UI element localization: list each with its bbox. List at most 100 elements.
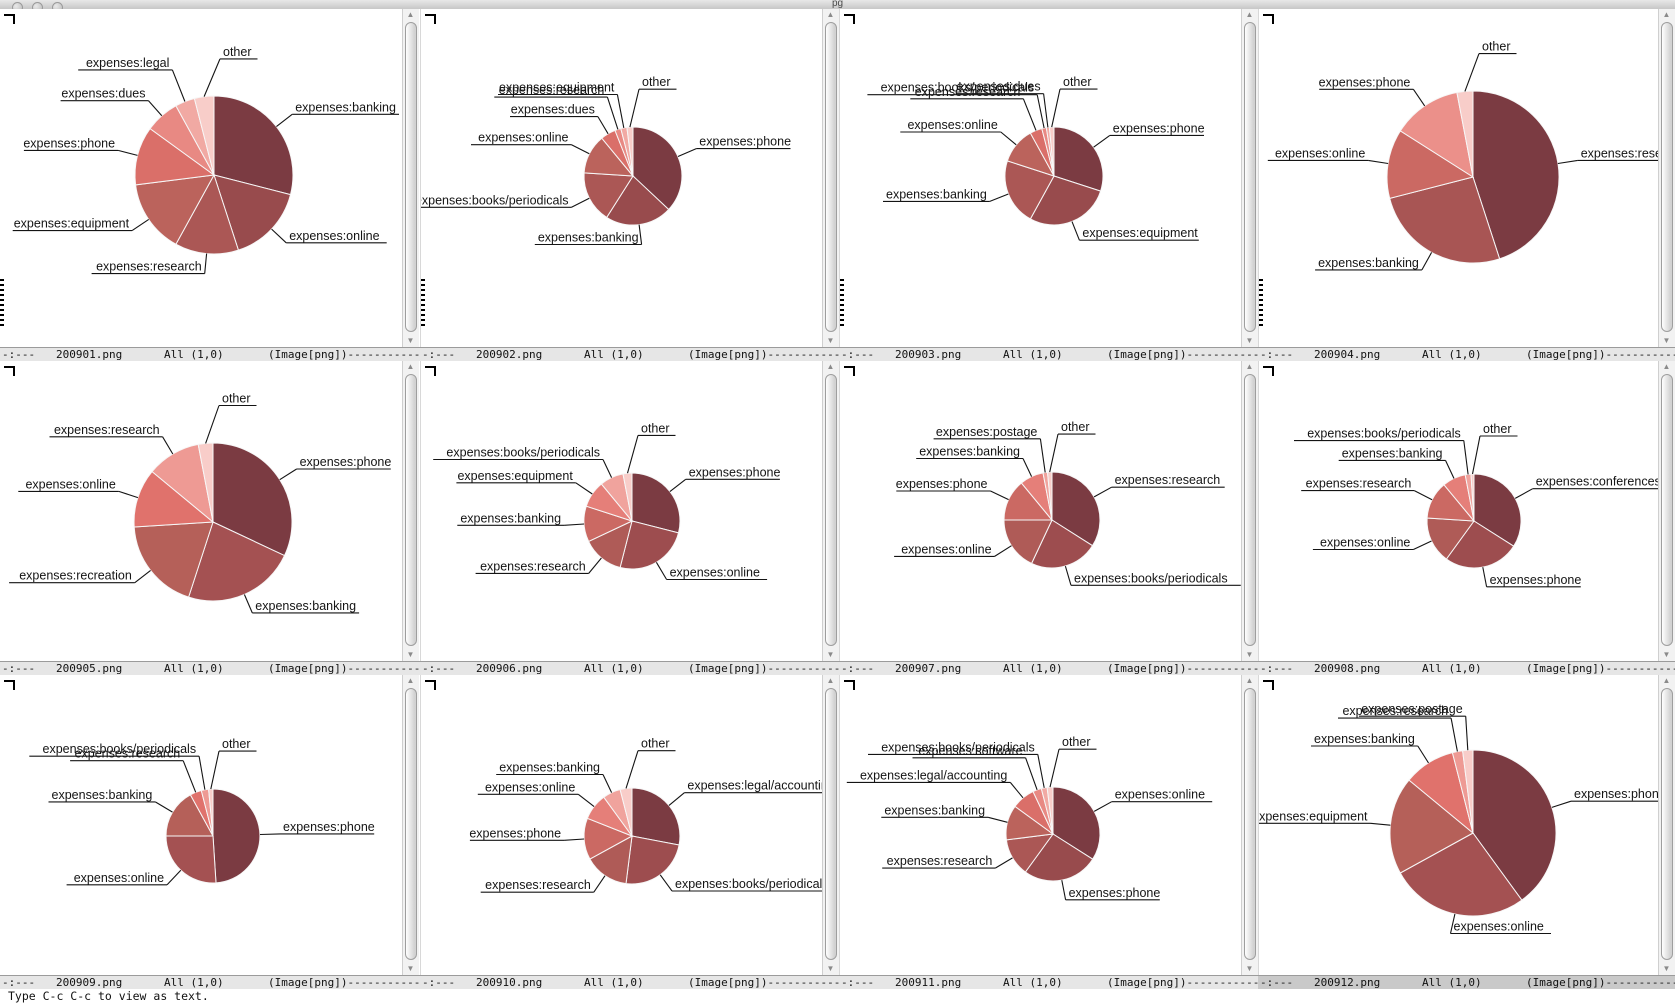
- vertical-scrollbar[interactable]: ▲ ▼: [1658, 675, 1675, 975]
- scrollbar-down-arrow-icon[interactable]: ▼: [1662, 336, 1671, 345]
- slice-label: expenses:phone: [689, 465, 781, 479]
- pie-chart-200908.png: expenses:conferences expenses:phone expens…: [1294, 422, 1665, 588]
- scrollbar-down-arrow-icon[interactable]: ▼: [1245, 336, 1254, 345]
- pane-200908.png[interactable]: expenses:conferences expenses:phone expens…: [1258, 361, 1675, 661]
- scrollbar-down-arrow-icon[interactable]: ▼: [406, 650, 415, 659]
- pane-200909.png[interactable]: expenses:phone expenses:online expenses:ba…: [0, 675, 420, 975]
- modeline-mode: (Image[png])----------------------------…: [1526, 348, 1675, 361]
- scrollbar-thumb[interactable]: [1661, 22, 1673, 332]
- slice-label: expenses:dues: [511, 103, 595, 117]
- scrollbar-thumb[interactable]: [1661, 688, 1673, 960]
- scrollbar-thumb[interactable]: [405, 22, 417, 332]
- scrollbar-up-arrow-icon[interactable]: ▲: [1662, 10, 1671, 19]
- modeline-200910.png[interactable]: -:--- 200910.png All (1,0) (Image[png])----…: [420, 975, 839, 991]
- slice-label: expenses:research: [887, 854, 993, 868]
- vertical-scrollbar[interactable]: ▲ ▼: [1241, 361, 1258, 661]
- vertical-scrollbar[interactable]: ▲ ▼: [1658, 361, 1675, 661]
- scrollbar-up-arrow-icon[interactable]: ▲: [1662, 362, 1671, 371]
- scrollbar-thumb[interactable]: [1661, 374, 1673, 646]
- modeline-prefix: -:---: [1260, 662, 1294, 675]
- scrollbar-up-arrow-icon[interactable]: ▲: [1245, 362, 1254, 371]
- scrollbar-down-arrow-icon[interactable]: ▼: [826, 336, 835, 345]
- scrollbar-down-arrow-icon[interactable]: ▼: [1245, 650, 1254, 659]
- buffer-corner-mark: [844, 366, 855, 376]
- scrollbar-down-arrow-icon[interactable]: ▼: [1245, 964, 1254, 973]
- minibuffer[interactable]: Type C-c C-c to view as text.: [0, 989, 1675, 1004]
- scrollbar-down-arrow-icon[interactable]: ▼: [1662, 964, 1671, 973]
- slice-label: expenses:banking: [52, 788, 153, 802]
- pane-200911.png[interactable]: expenses:online expenses:phone expenses:re…: [839, 675, 1259, 975]
- pane-200903.png[interactable]: expenses:phone expenses:equipment expenses…: [839, 9, 1259, 347]
- scrollbar-up-arrow-icon[interactable]: ▲: [826, 10, 835, 19]
- scrollbar-thumb[interactable]: [825, 688, 837, 960]
- scrollbar-up-arrow-icon[interactable]: ▲: [1662, 676, 1671, 685]
- modeline-position: All (1,0): [584, 348, 644, 361]
- scrollbar-thumb[interactable]: [1244, 688, 1256, 960]
- pane-200907.png[interactable]: expenses:research expenses:books/periodic…: [839, 361, 1259, 661]
- vertical-scrollbar[interactable]: ▲ ▼: [402, 361, 419, 661]
- scrollbar-down-arrow-icon[interactable]: ▼: [1662, 650, 1671, 659]
- pane-200904.png[interactable]: expenses:research expenses:banking expense…: [1258, 9, 1675, 347]
- modeline-200904.png[interactable]: -:--- 200904.png All (1,0) (Image[png])----…: [1258, 347, 1675, 363]
- modeline-mode: (Image[png])----------------------------…: [1107, 662, 1258, 675]
- modeline-mode: (Image[png])----------------------------…: [688, 348, 839, 361]
- modeline-200906.png[interactable]: -:--- 200906.png All (1,0) (Image[png])----…: [420, 661, 839, 677]
- modeline-200907.png[interactable]: -:--- 200907.png All (1,0) (Image[png])----…: [839, 661, 1258, 677]
- modeline-position: All (1,0): [584, 976, 644, 989]
- scrollbar-down-arrow-icon[interactable]: ▼: [826, 964, 835, 973]
- scrollbar-down-arrow-icon[interactable]: ▼: [826, 650, 835, 659]
- vertical-scrollbar[interactable]: ▲ ▼: [402, 675, 419, 975]
- scrollbar-up-arrow-icon[interactable]: ▲: [826, 676, 835, 685]
- scrollbar-up-arrow-icon[interactable]: ▲: [406, 10, 415, 19]
- vertical-scrollbar[interactable]: ▲ ▼: [1241, 9, 1258, 347]
- scrollbar-up-arrow-icon[interactable]: ▲: [826, 362, 835, 371]
- fringe-continuation-marks: [1259, 279, 1263, 329]
- scrollbar-down-arrow-icon[interactable]: ▼: [406, 336, 415, 345]
- modeline-200912.png[interactable]: -:--- 200912.png All (1,0) (Image[png])----…: [1258, 975, 1675, 991]
- pie-chart-200906.png: expenses:phone expenses:online expenses:re…: [433, 421, 781, 581]
- pane-200905.png[interactable]: expenses:phone expenses:banking expenses:r…: [0, 361, 420, 661]
- scrollbar-thumb[interactable]: [405, 374, 417, 646]
- scrollbar-up-arrow-icon[interactable]: ▲: [406, 362, 415, 371]
- vertical-scrollbar[interactable]: ▲ ▼: [402, 9, 419, 347]
- pane-200906.png[interactable]: expenses:phone expenses:online expenses:re…: [420, 361, 840, 661]
- pane-200910.png[interactable]: expenses:legal/accounting expenses:books/…: [420, 675, 840, 975]
- modeline-position: All (1,0): [584, 662, 644, 675]
- slice-label: expenses:legal/accounting: [860, 768, 1007, 782]
- pane-200902.png[interactable]: expenses:phone expenses:banking expenses:b…: [420, 9, 840, 347]
- pane-200901.png[interactable]: expenses:banking expenses:online expenses:…: [0, 9, 420, 347]
- scrollbar-up-arrow-icon[interactable]: ▲: [406, 676, 415, 685]
- scrollbar-up-arrow-icon[interactable]: ▲: [1245, 10, 1254, 19]
- pie-chart-200912.png: expenses:phone expenses:online expenses:eq…: [1259, 702, 1666, 935]
- pane-200912.png[interactable]: expenses:phone expenses:online expenses:eq…: [1258, 675, 1675, 975]
- slice-label: expenses:legal/accounting: [687, 779, 834, 793]
- modeline-position: All (1,0): [1422, 976, 1482, 989]
- slice-label: expenses:phone: [283, 820, 375, 834]
- scrollbar-thumb[interactable]: [405, 688, 417, 960]
- slice-label: expenses:banking: [460, 511, 561, 525]
- scrollbar-thumb[interactable]: [1244, 374, 1256, 646]
- vertical-scrollbar[interactable]: ▲ ▼: [822, 361, 839, 661]
- slice-label: expenses:recreation: [19, 569, 132, 583]
- slice-label: expenses:online: [901, 542, 991, 556]
- slice-label: expenses:banking: [1318, 256, 1419, 270]
- scrollbar-thumb[interactable]: [1244, 22, 1256, 332]
- pie-slice-expenses-banking: [1389, 176, 1501, 264]
- vertical-scrollbar[interactable]: ▲ ▼: [822, 9, 839, 347]
- modeline-200901.png[interactable]: -:--- 200901.png All (1,0) (Image[png])----…: [0, 347, 420, 363]
- buffer-corner-mark: [4, 366, 15, 376]
- scrollbar-down-arrow-icon[interactable]: ▼: [406, 964, 415, 973]
- slice-label: expenses:online: [1115, 788, 1205, 802]
- modeline-filename: 200907.png: [895, 662, 962, 675]
- scrollbar-thumb[interactable]: [825, 374, 837, 646]
- vertical-scrollbar[interactable]: ▲ ▼: [1241, 675, 1258, 975]
- scrollbar-thumb[interactable]: [825, 22, 837, 332]
- buffer-corner-mark: [1263, 366, 1274, 376]
- pie-slice-expenses-online: [1399, 832, 1523, 917]
- modeline-200902.png[interactable]: -:--- 200902.png All (1,0) (Image[png])----…: [420, 347, 839, 363]
- slice-label: expenses:phone: [469, 826, 561, 840]
- scrollbar-up-arrow-icon[interactable]: ▲: [1245, 676, 1254, 685]
- slice-label: expenses:research: [1581, 146, 1675, 160]
- vertical-scrollbar[interactable]: ▲ ▼: [822, 675, 839, 975]
- vertical-scrollbar[interactable]: ▲ ▼: [1658, 9, 1675, 347]
